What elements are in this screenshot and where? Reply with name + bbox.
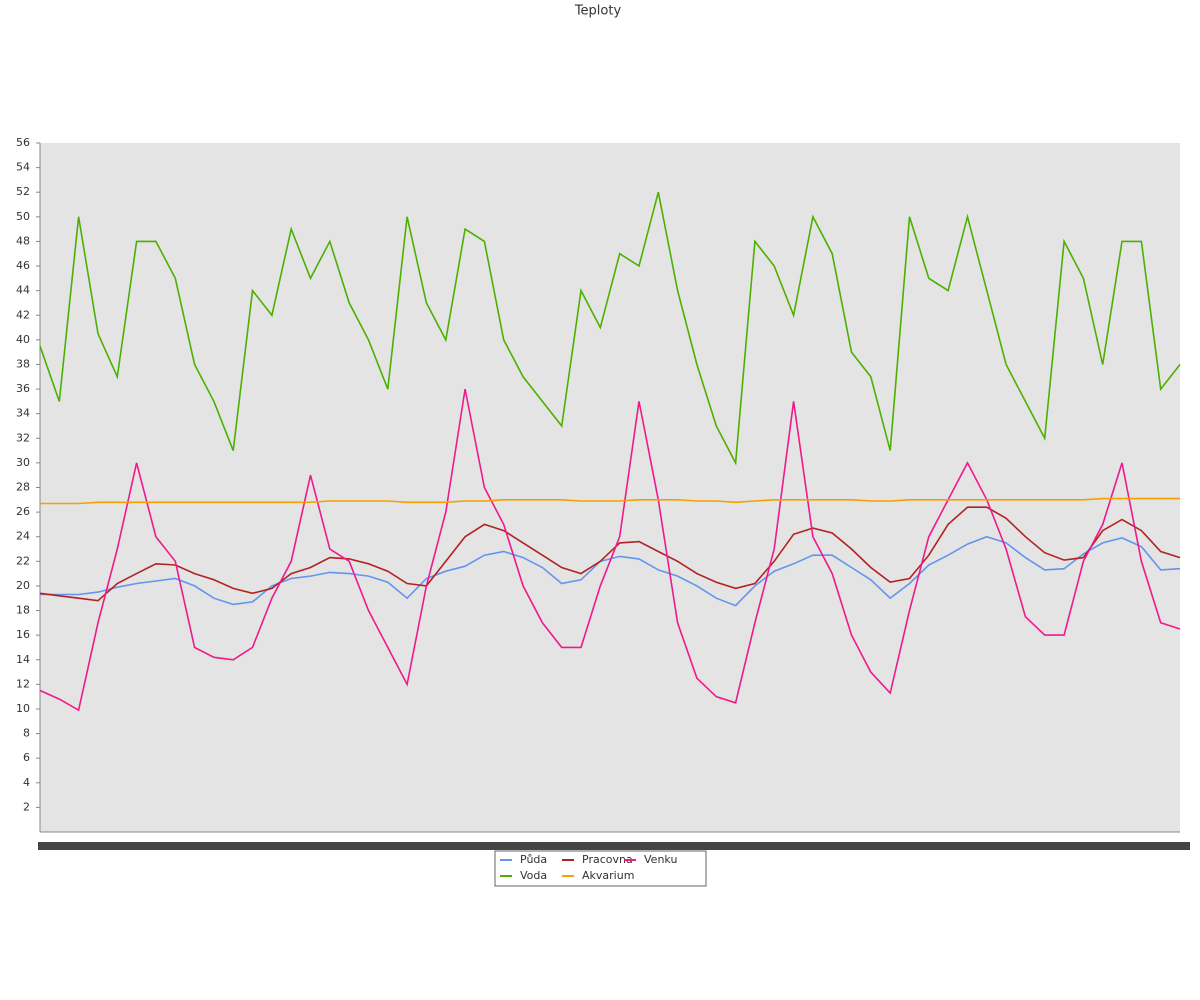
legend-label: Akvarium — [582, 869, 634, 882]
series-line — [40, 497, 1180, 505]
y-tick-label: 22 — [16, 554, 30, 567]
y-tick-label: 32 — [16, 431, 30, 444]
y-tick-label: 50 — [16, 210, 30, 223]
y-tick-label: 20 — [16, 579, 30, 592]
y-tick-label: 16 — [16, 628, 30, 641]
legend-label: Půda — [520, 853, 547, 866]
y-tick-label: 26 — [16, 505, 30, 518]
chart-title: Teploty — [574, 4, 622, 19]
series-line — [39, 388, 1181, 712]
y-tick-label: 18 — [16, 604, 30, 617]
y-tick-label: 54 — [16, 161, 30, 174]
y-tick-label: 44 — [16, 284, 30, 297]
series-line — [39, 191, 1181, 466]
y-tick-label: 24 — [16, 530, 30, 543]
y-tick-label: 56 — [16, 136, 30, 149]
y-tick-label: 48 — [16, 234, 30, 247]
y-tick-label: 46 — [16, 259, 30, 272]
y-tick-label: 8 — [23, 727, 30, 740]
legend-label: Voda — [520, 869, 547, 882]
x-axis-labels-band — [38, 842, 1190, 850]
y-tick-label: 34 — [16, 407, 30, 420]
y-tick-label: 14 — [16, 653, 30, 666]
y-tick-label: 4 — [23, 776, 30, 789]
legend-label: Pracovna — [582, 853, 633, 866]
y-tick-label: 38 — [16, 357, 30, 370]
y-tick-label: 12 — [16, 677, 30, 690]
y-tick-label: 36 — [16, 382, 30, 395]
plot-area — [40, 143, 1180, 832]
legend — [494, 850, 707, 887]
y-tick-label: 40 — [16, 333, 30, 346]
series-line — [40, 535, 1181, 607]
y-tick-label: 42 — [16, 308, 30, 321]
y-tick-label: 10 — [16, 702, 30, 715]
y-tick-label: 28 — [16, 481, 30, 494]
y-tick-label: 30 — [16, 456, 30, 469]
y-tick-label: 2 — [23, 800, 30, 813]
y-tick-label: 52 — [16, 185, 30, 198]
legend-label: Venku — [644, 853, 677, 866]
y-tick-label: 6 — [23, 751, 30, 764]
